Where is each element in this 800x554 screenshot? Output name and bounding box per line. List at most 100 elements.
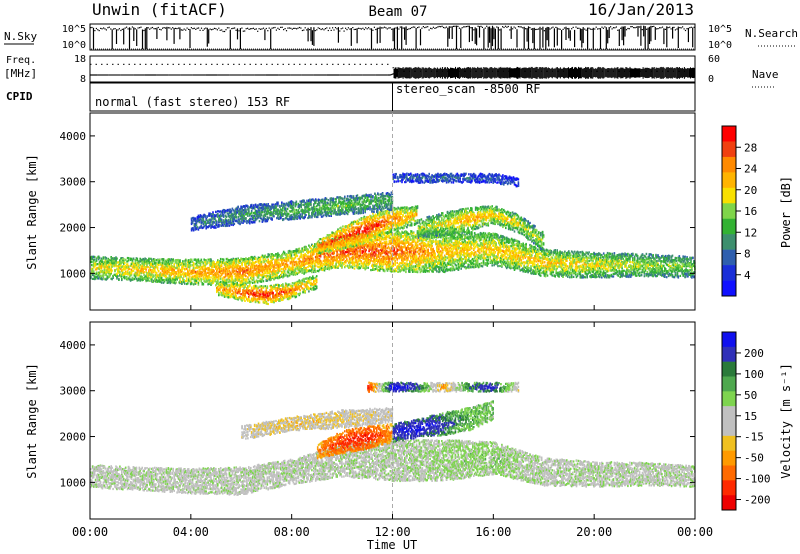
freq-mark: [466, 67, 468, 79]
power-cell: [156, 274, 159, 277]
freq-mark: [353, 74, 355, 76]
freq-mark: [664, 68, 666, 77]
power-cell: [110, 256, 112, 259]
freq-mark: [585, 66, 587, 79]
freq-mark: [520, 68, 522, 78]
power-cell: [135, 258, 138, 262]
power-cell: [279, 268, 281, 271]
power-cell: [117, 269, 119, 272]
power-cell: [185, 268, 187, 271]
nsky-mark: [163, 27, 165, 29]
power-cell: [217, 268, 219, 271]
freq-mark: [179, 74, 181, 76]
power-cell: [359, 252, 362, 255]
nsky-mark: [525, 28, 527, 30]
power-cell: [314, 264, 317, 267]
freq-mark: [394, 67, 396, 79]
freq-mark: [223, 74, 225, 76]
freq-mark: [348, 74, 350, 76]
nsky-mark: [682, 26, 684, 28]
power-cell: [129, 274, 132, 277]
freq-mark: [518, 68, 520, 78]
power-cell: [127, 259, 130, 262]
power-cell: [133, 273, 136, 276]
power-cell: [378, 244, 381, 247]
power-cell: [158, 273, 161, 276]
power-cell: [96, 263, 99, 266]
power-cell: [114, 261, 116, 264]
freq-mark: [241, 74, 243, 76]
power-cell: [123, 258, 125, 261]
nsky-mark: [111, 29, 113, 49]
freq-mark: [278, 74, 280, 76]
freq-mark: [146, 74, 148, 76]
power-cell: [186, 279, 188, 282]
power-cell: [101, 274, 104, 277]
freq-mark: [600, 67, 602, 79]
power-cell: [211, 273, 213, 276]
freq-mark: [501, 68, 503, 78]
power-cell: [143, 271, 145, 274]
freq-mark: [657, 67, 659, 78]
power-cell: [147, 278, 149, 281]
power-cell: [249, 262, 251, 265]
power-cell: [129, 278, 132, 281]
nsky-mark: [496, 26, 498, 28]
power-cell: [104, 265, 107, 268]
power-cell: [235, 257, 237, 260]
power-cell: [123, 261, 126, 264]
freq-mark: [692, 67, 693, 78]
nsky-mark: [205, 27, 207, 29]
freq-mark: [617, 67, 619, 79]
freq-mark: [430, 68, 432, 78]
power-cell: [226, 266, 229, 269]
power-cell: [98, 275, 101, 278]
nsky-mark: [284, 28, 286, 30]
power-cell: [164, 274, 167, 277]
power-cell: [378, 249, 380, 252]
power-cell: [198, 269, 201, 272]
power-cell: [93, 278, 96, 281]
nsky-mark: [303, 29, 305, 31]
power-cell: [146, 275, 148, 279]
power-cell: [119, 271, 121, 274]
power-cell: [189, 283, 192, 286]
power-cell: [187, 279, 190, 282]
power-cell: [202, 269, 205, 272]
freq-mark: [101, 74, 103, 76]
power-cell: [169, 278, 172, 281]
nsky-mark: [615, 26, 617, 28]
freq-mark: [298, 74, 300, 76]
freq-mark: [495, 68, 497, 78]
power-cell: [212, 270, 214, 273]
power-cell: [229, 265, 232, 268]
power-cell: [149, 261, 151, 264]
freq-mark: [515, 68, 517, 78]
freq-mark: [110, 74, 112, 76]
freq-mark: [145, 74, 147, 76]
power-cell: [109, 259, 111, 262]
power-cell: [222, 271, 225, 274]
power-cell: [111, 257, 113, 260]
power-cell: [197, 272, 200, 275]
power-cell: [105, 257, 108, 260]
freq-mark: [407, 67, 409, 79]
nsky-mark: [584, 28, 586, 30]
power-cell: [228, 278, 231, 282]
freq-mark: [693, 67, 694, 79]
power-cell: [120, 264, 122, 267]
nsearch-tick-top: 10^5: [708, 24, 732, 35]
power-cell: [151, 273, 153, 276]
nsky-mark: [468, 25, 470, 43]
power-cell: [188, 278, 191, 281]
power-cell: [101, 269, 104, 272]
nave-mark: [150, 63, 152, 65]
nsky-mark: [571, 28, 573, 30]
freq-mark: [411, 68, 413, 77]
power-cell: [193, 280, 196, 283]
power-cell: [119, 266, 121, 269]
power-cell: [208, 261, 210, 264]
freq-mark: [177, 74, 179, 76]
power-cell: [189, 280, 192, 283]
power-cell: [347, 253, 350, 256]
